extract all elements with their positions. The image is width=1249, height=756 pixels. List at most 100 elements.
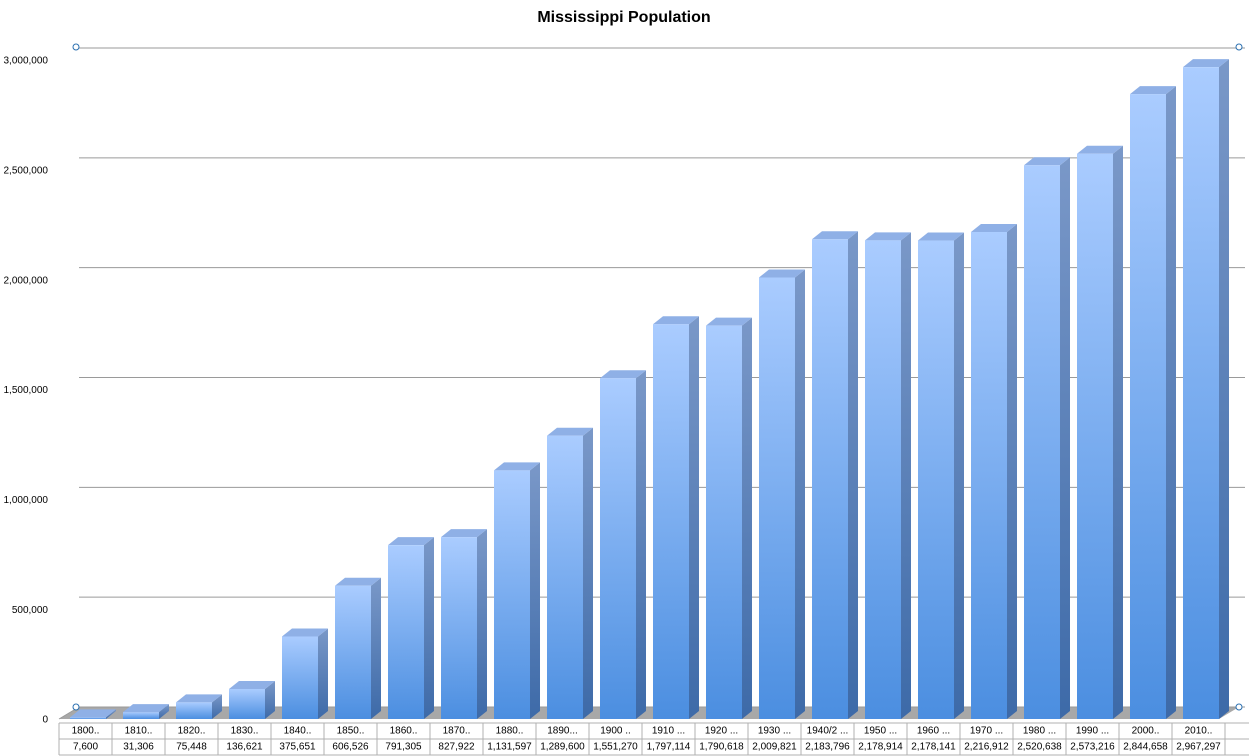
bar — [229, 688, 265, 719]
bar-side — [424, 537, 434, 719]
handle — [72, 43, 80, 51]
value-label: 75,448 — [176, 742, 207, 753]
x-tick-label: 1980 ... — [1023, 726, 1056, 737]
x-tick-label: 1920 ... — [705, 726, 738, 737]
bar — [123, 712, 159, 719]
bar — [494, 470, 530, 719]
bar — [971, 232, 1007, 720]
value-label: 1,797,114 — [647, 742, 691, 753]
x-tick-label: 1840.. — [284, 726, 312, 737]
value-label: 375,651 — [279, 742, 316, 753]
bar — [1024, 165, 1060, 719]
chart-title: Mississippi Population — [537, 9, 710, 26]
y-tick-label: 3,000,000 — [4, 56, 49, 67]
bar-top — [918, 232, 964, 241]
bar — [865, 240, 901, 719]
x-tick-label: 1810.. — [125, 726, 153, 737]
bar-side — [530, 462, 540, 719]
bar-top — [282, 628, 328, 637]
bar-side — [212, 694, 222, 719]
bar-top — [547, 427, 593, 436]
bar — [706, 325, 742, 719]
bar — [600, 378, 636, 719]
bar-side — [954, 232, 964, 719]
value-label: 31,306 — [123, 742, 154, 753]
bar-side — [106, 709, 116, 719]
bar — [1183, 67, 1219, 719]
x-tick-label: 1970 ... — [970, 726, 1003, 737]
value-label: 606,526 — [332, 742, 369, 753]
bar — [759, 277, 795, 719]
bar-side — [1219, 59, 1229, 719]
value-label: 827,922 — [438, 742, 475, 753]
bar — [335, 585, 371, 719]
bar-side — [742, 317, 752, 719]
value-label: 2,183,796 — [805, 742, 850, 753]
bar — [1130, 94, 1166, 719]
value-label: 136,621 — [226, 742, 263, 753]
value-label: 2,844,658 — [1123, 742, 1168, 753]
y-tick-label: 2,500,000 — [4, 165, 49, 176]
bar-side — [1060, 157, 1070, 719]
value-label: 2,967,297 — [1176, 742, 1221, 753]
bar-side — [159, 704, 169, 719]
x-tick-label: 1870.. — [443, 726, 471, 737]
bar-side — [265, 680, 275, 719]
bar-side — [1166, 86, 1176, 719]
data-table: 1800.. 7,600 1810.. 31,306 1820.. 75,448 1830.… — [58, 722, 1249, 756]
bar-top — [706, 317, 752, 326]
bar-side — [636, 370, 646, 719]
value-label: 1,790,618 — [699, 742, 744, 753]
bar-top — [1183, 59, 1229, 68]
bar-top — [1130, 86, 1176, 95]
x-tick-label: 1900 .. — [600, 726, 631, 737]
bar-side — [1113, 145, 1123, 719]
value-label: 2,520,638 — [1017, 742, 1062, 753]
bar-side — [583, 427, 593, 719]
bar-top — [494, 462, 540, 471]
bar-top — [123, 704, 169, 713]
bar — [282, 636, 318, 719]
x-tick-label: 1880.. — [496, 726, 524, 737]
bar-side — [318, 628, 328, 719]
bar-top — [229, 680, 275, 689]
bar-top — [600, 370, 646, 379]
value-label: 1,289,600 — [540, 742, 585, 753]
bar-side — [1007, 224, 1017, 720]
x-tick-label: 1910 ... — [652, 726, 685, 737]
bar-top — [1077, 145, 1123, 154]
x-tick-label: 1860.. — [390, 726, 418, 737]
x-tick-label: 1950 ... — [864, 726, 897, 737]
bar-side — [795, 269, 805, 719]
value-label: 2,178,141 — [911, 742, 956, 753]
bar-side — [901, 232, 911, 719]
value-label: 791,305 — [385, 742, 422, 753]
value-label: 1,551,270 — [593, 742, 638, 753]
x-tick-label: 1830.. — [231, 726, 259, 737]
value-label: 7,600 — [73, 742, 98, 753]
bar-top — [70, 709, 116, 718]
y-tick-label: 1,500,000 — [4, 385, 49, 396]
bar — [812, 239, 848, 719]
bar — [441, 537, 477, 719]
x-tick-label: 1820.. — [178, 726, 206, 737]
value-label: 2,009,821 — [752, 742, 797, 753]
x-tick-label: 1890... — [547, 726, 578, 737]
x-tick-label: 1800.. — [72, 726, 100, 737]
bar — [918, 240, 954, 719]
bar-top — [388, 537, 434, 546]
bar-top — [1024, 157, 1070, 166]
x-tick-label: 1990 ... — [1076, 726, 1109, 737]
x-tick-label: 1850.. — [337, 726, 365, 737]
bar-top — [335, 577, 381, 586]
bar-side — [689, 316, 699, 719]
value-label: 2,573,216 — [1070, 742, 1115, 753]
x-tick-label: 2010.. — [1185, 726, 1213, 737]
bar-top — [812, 231, 858, 240]
bar — [653, 324, 689, 719]
bar-side — [477, 529, 487, 719]
bar — [70, 717, 106, 719]
handle — [72, 703, 80, 711]
bar — [176, 702, 212, 719]
x-tick-label: 1960 ... — [917, 726, 950, 737]
